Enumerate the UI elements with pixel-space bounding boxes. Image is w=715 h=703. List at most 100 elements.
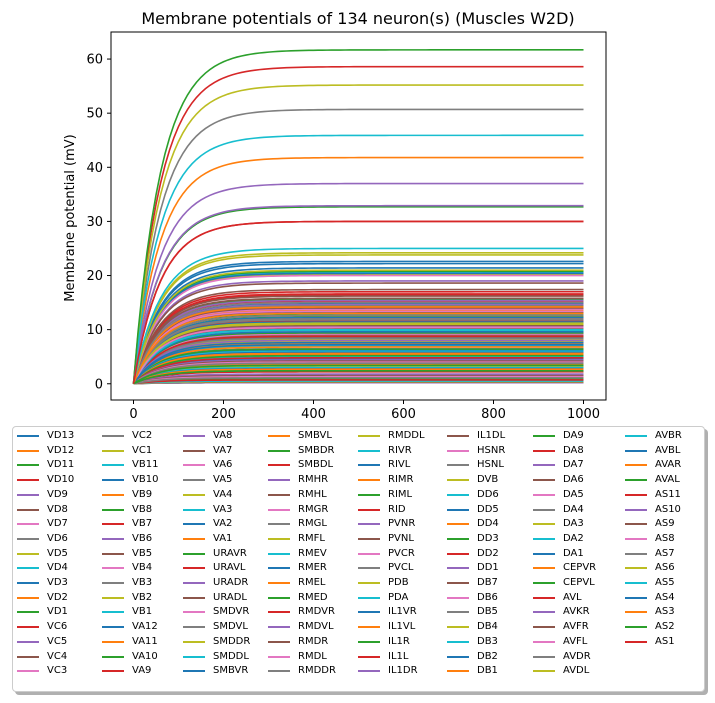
legend-label: RMGL: [298, 518, 327, 530]
legend-entry-pdb: PDB: [358, 577, 409, 589]
legend-swatch: [358, 596, 380, 599]
legend-entry-rmel: RMEL: [268, 577, 325, 589]
legend-swatch: [447, 640, 469, 643]
legend-swatch: [102, 552, 124, 555]
legend-label: URAVR: [213, 547, 247, 559]
legend-entry-vd7: VD7: [17, 518, 68, 530]
series-line-vd3: [132, 358, 584, 385]
legend-entry-cepvr: CEPVR: [533, 562, 596, 574]
x-tick-label: 200: [211, 407, 236, 422]
legend-entry-rmed: RMED: [268, 592, 328, 604]
legend-label: VC5: [47, 635, 68, 647]
chart-title: Membrane potentials of 134 neuron(s) (Mu…: [141, 9, 574, 28]
legend-entry-vb8: VB8: [102, 504, 152, 516]
series-line-riml: [132, 348, 584, 385]
series-line-as3: [132, 312, 584, 385]
legend-swatch: [268, 670, 290, 673]
legend-entry-vb2: VB2: [102, 592, 152, 604]
legend-label: HSNR: [477, 444, 506, 456]
y-tick-label: 10: [86, 323, 103, 338]
legend-entry-il1l: IL1L: [358, 651, 408, 663]
legend-label: AS7: [655, 547, 675, 559]
legend-label: VB2: [132, 591, 153, 603]
legend-swatch: [268, 626, 290, 629]
legend-entry-hsnl: HSNL: [447, 459, 504, 471]
legend-label: VB7: [132, 518, 153, 530]
series-line-avar: [132, 306, 584, 385]
legend-swatch: [268, 596, 290, 599]
series-line-db4: [132, 323, 584, 385]
legend-label: AVFL: [563, 635, 588, 647]
legend-swatch: [533, 508, 555, 511]
legend-label: AVDL: [563, 665, 590, 677]
legend-entry-va10: VA10: [102, 651, 158, 663]
legend-swatch: [533, 493, 555, 496]
x-tick-label: 0: [129, 407, 137, 422]
legend-entry-smbvr: SMBVR: [183, 665, 248, 677]
legend-entry-va8: VA8: [183, 430, 232, 442]
x-tick-label: 800: [481, 407, 506, 422]
series-line-pvcl: [132, 305, 584, 385]
legend-label: DA3: [563, 518, 584, 530]
legend-swatch: [533, 552, 555, 555]
legend-label: DA9: [563, 430, 584, 441]
legend-entry-vb4: VB4: [102, 562, 152, 574]
legend-entry-vd6: VD6: [17, 533, 68, 545]
legend-entry-va7: VA7: [183, 445, 232, 457]
legend-label: VD7: [47, 518, 68, 530]
legend-swatch: [183, 611, 205, 614]
legend-label: AVL: [563, 591, 582, 603]
legend-entry-rmhr: RMHR: [268, 474, 328, 486]
series-line-da5: [132, 310, 584, 385]
series-line-da4: [132, 318, 584, 385]
y-tick-label: 40: [86, 161, 103, 176]
series-line-da9: [132, 270, 584, 384]
legend-label: AVBL: [655, 444, 681, 456]
legend-label: DA5: [563, 488, 584, 500]
series-line-vb11: [132, 271, 584, 384]
legend-label: DB1: [477, 665, 498, 677]
legend-entry-va11: VA11: [102, 636, 158, 648]
series-line-da2: [132, 329, 584, 385]
legend-label: AS6: [655, 562, 675, 574]
legend-swatch: [102, 449, 124, 452]
legend-entry-avfl: AVFL: [533, 636, 587, 648]
legend-swatch: [17, 479, 39, 482]
legend-swatch: [447, 508, 469, 511]
series-line-va2: [132, 349, 584, 385]
legend-entry-avfr: AVFR: [533, 621, 589, 633]
legend-entry-il1vl: IL1VL: [358, 621, 415, 633]
legend-entry-vd5: VD5: [17, 548, 68, 560]
legend-entry-rmgr: RMGR: [268, 504, 328, 516]
legend-label: SMDVL: [213, 621, 248, 633]
legend-entry-dd4: DD4: [447, 518, 499, 530]
legend-entry-va12: VA12: [102, 621, 158, 633]
legend-label: DA1: [563, 547, 584, 559]
legend-entry-va9: VA9: [102, 665, 151, 677]
legend-swatch: [102, 523, 124, 526]
legend-entry-dd6: DD6: [447, 489, 499, 501]
legend-entry-il1dr: IL1DR: [358, 665, 418, 677]
legend-swatch: [102, 596, 124, 599]
legend-entry-as5: AS5: [625, 577, 675, 589]
legend-swatch: [183, 508, 205, 511]
legend-swatch: [533, 537, 555, 540]
legend-swatch: [17, 670, 39, 673]
plot-frame: [110, 31, 607, 401]
legend-swatch: [268, 493, 290, 496]
legend-label: SMBVL: [298, 430, 332, 441]
legend-swatch: [358, 640, 380, 643]
legend-label: AS10: [655, 503, 681, 515]
legend-swatch: [533, 449, 555, 452]
legend-label: RMER: [298, 562, 327, 574]
legend-entry-il1dl: IL1DL: [447, 430, 505, 442]
legend-label: RMEV: [298, 547, 327, 559]
legend-swatch: [268, 435, 290, 437]
legend-swatch: [102, 611, 124, 614]
legend-label: IL1VL: [388, 621, 416, 633]
legend-swatch: [17, 582, 39, 584]
legend-label: URADR: [213, 577, 249, 588]
legend-entry-as3: AS3: [625, 606, 675, 618]
legend-label: VC2: [132, 430, 153, 441]
legend-swatch: [625, 611, 647, 614]
